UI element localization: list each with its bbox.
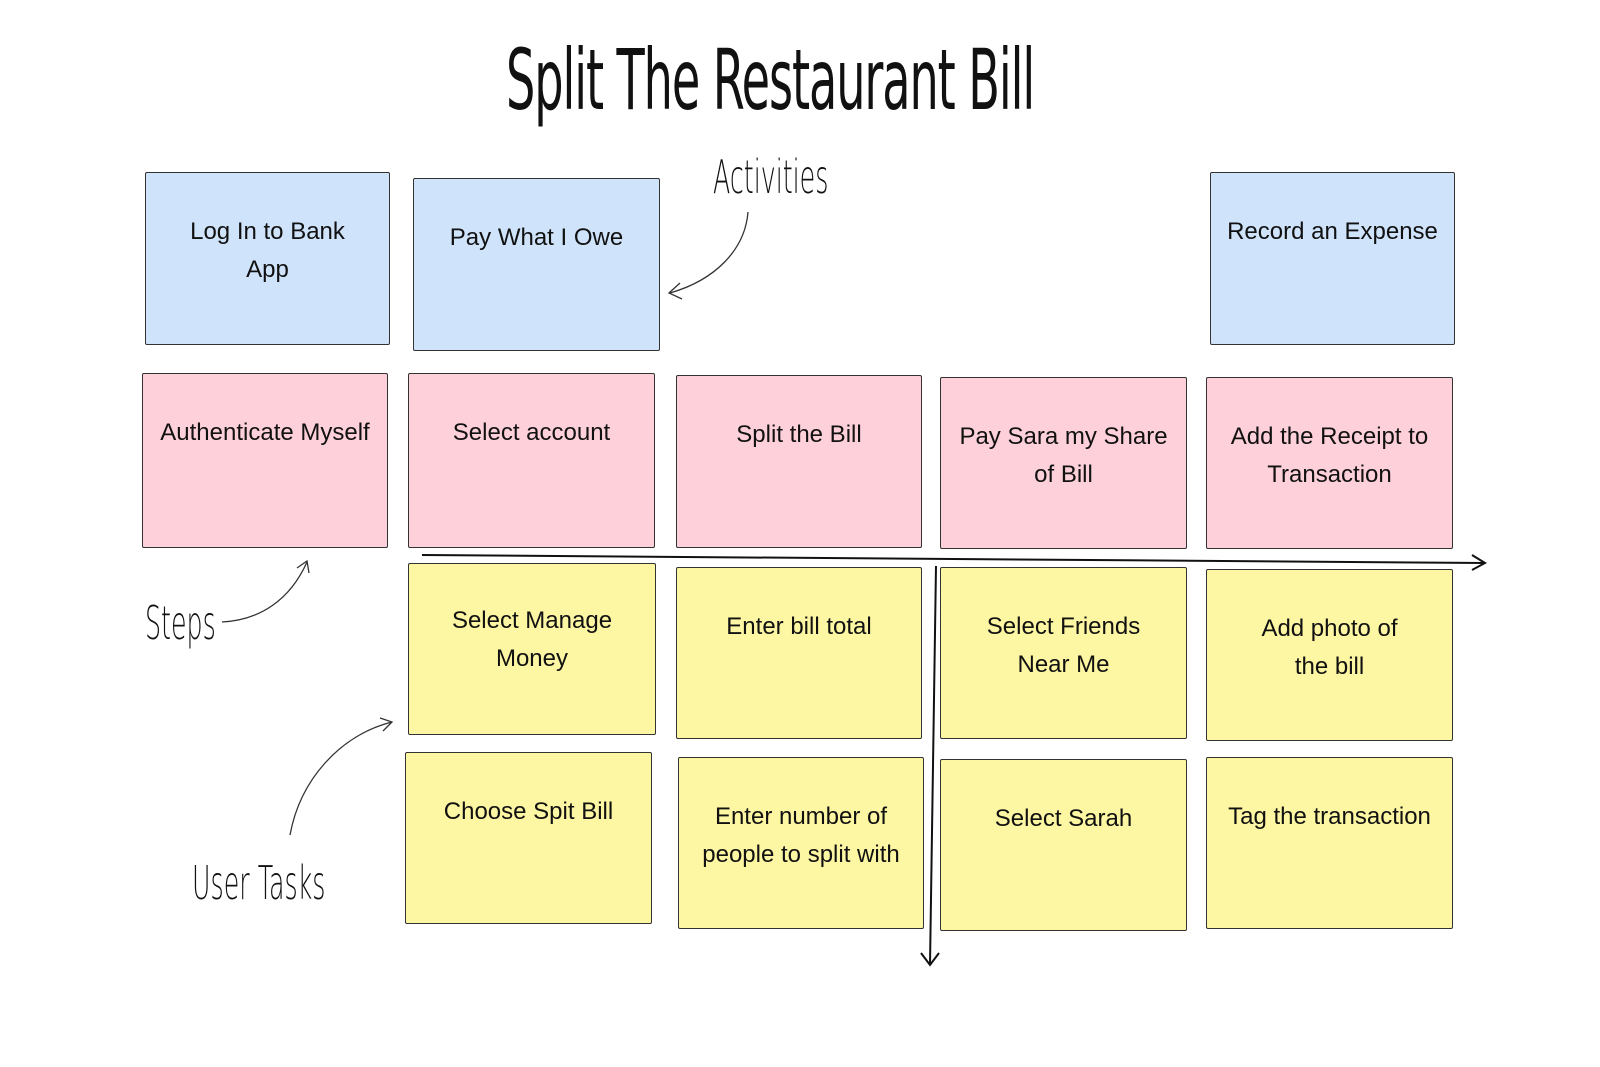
card-text: Tag the transaction <box>1228 803 1431 830</box>
card-text: Select Sarah <box>994 805 1133 832</box>
user-tasks-pointer-arrow <box>289 721 393 836</box>
arrow-head-right-icon <box>1471 554 1488 571</box>
user-tasks-label: User Tasks <box>192 856 326 910</box>
steps-label: Steps <box>145 596 216 650</box>
card-text: Pay What I Owe <box>449 224 624 251</box>
step-card[interactable]: Split the Bill <box>676 375 922 548</box>
task-card[interactable]: Select Manage Money <box>408 563 656 735</box>
task-card[interactable]: Select Friends Near Me <box>940 567 1187 739</box>
arrow-head-down-icon <box>920 952 940 967</box>
task-card[interactable]: Enter number of people to split with <box>678 757 924 929</box>
card-text: Authenticate Myself <box>160 419 370 446</box>
card-text: Enter number of people to split with <box>702 803 900 868</box>
card-text: Select Manage Money <box>451 607 613 672</box>
steps-pointer-arrow <box>221 561 308 623</box>
task-card[interactable]: Enter bill total <box>676 567 922 739</box>
timeline-arrow-line <box>421 554 1486 564</box>
task-card[interactable]: Add photo of the bill <box>1206 569 1453 741</box>
card-text: Pay Sara my Share of Bill <box>959 423 1168 488</box>
card-text: Add the Receipt to Transaction <box>1230 423 1429 488</box>
task-card[interactable]: Select Sarah <box>940 759 1187 931</box>
card-text: Log In to Bank App <box>190 218 345 283</box>
card-text: Split the Bill <box>736 421 862 448</box>
activity-card[interactable]: Record an Expense <box>1210 172 1455 345</box>
card-text: Select account <box>452 419 611 446</box>
step-card[interactable]: Add the Receipt to Transaction <box>1206 377 1453 549</box>
activities-label: Activities <box>713 150 829 204</box>
step-card[interactable]: Select account <box>408 373 655 548</box>
card-text: Choose Spit Bill <box>443 798 614 825</box>
card-text: Add photo of the bill <box>1261 615 1398 680</box>
task-card[interactable]: Tag the transaction <box>1206 757 1453 929</box>
activity-card[interactable]: Log In to Bank App <box>145 172 390 345</box>
activity-card[interactable]: Pay What I Owe <box>413 178 660 351</box>
card-text: Record an Expense <box>1227 218 1438 245</box>
activities-pointer-arrow <box>669 211 749 294</box>
priority-arrow-line <box>929 565 937 966</box>
task-card[interactable]: Choose Spit Bill <box>405 752 652 924</box>
step-card[interactable]: Pay Sara my Share of Bill <box>940 377 1187 549</box>
card-text: Enter bill total <box>726 613 872 640</box>
step-card[interactable]: Authenticate Myself <box>142 373 388 548</box>
card-text: Select Friends Near Me <box>986 613 1141 678</box>
diagram-title: Split The Restaurant Bill <box>505 31 1035 129</box>
